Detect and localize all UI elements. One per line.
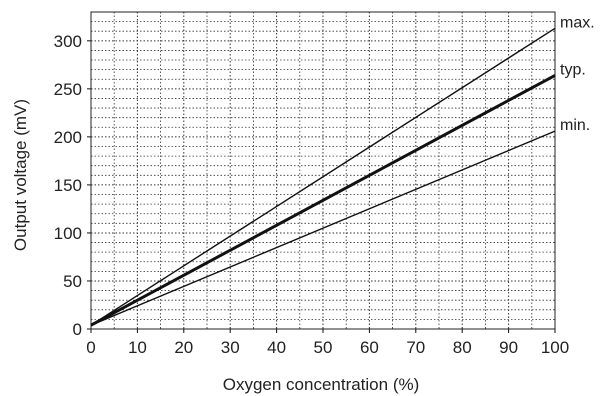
series-label-typ: typ. bbox=[560, 61, 586, 78]
x-tick-label: 80 bbox=[453, 338, 472, 357]
x-tick-label: 50 bbox=[314, 338, 333, 357]
x-tick-label: 0 bbox=[86, 338, 95, 357]
y-tick-label: 100 bbox=[54, 224, 82, 243]
y-tick-label: 250 bbox=[54, 80, 82, 99]
x-tick-label: 100 bbox=[541, 338, 569, 357]
x-tick-label: 70 bbox=[406, 338, 425, 357]
x-tick-label: 10 bbox=[128, 338, 147, 357]
x-tick-label: 60 bbox=[360, 338, 379, 357]
y-tick-label: 0 bbox=[73, 320, 82, 339]
x-tick-label: 40 bbox=[267, 338, 286, 357]
series-label-max: max. bbox=[560, 14, 595, 31]
series-label-min: min. bbox=[560, 117, 590, 134]
x-axis-title: Oxygen concentration (%) bbox=[223, 375, 420, 394]
x-tick-label: 90 bbox=[499, 338, 518, 357]
x-tick-label: 20 bbox=[174, 338, 193, 357]
y-tick-label: 300 bbox=[54, 32, 82, 51]
y-tick-label: 200 bbox=[54, 128, 82, 147]
y-axis-title: Output voltage (mV) bbox=[11, 99, 30, 251]
series-labels: max. typ. min. bbox=[560, 14, 595, 134]
y-tick-label: 150 bbox=[54, 176, 82, 195]
x-tick-label: 30 bbox=[221, 338, 240, 357]
y-axis-ticks: 0 50 100 150 200 250 300 bbox=[54, 32, 91, 339]
y-tick-label: 50 bbox=[63, 272, 82, 291]
x-axis-ticks: 0 10 20 30 40 50 60 70 80 90 100 bbox=[86, 329, 569, 357]
series-line-typ bbox=[91, 75, 555, 325]
